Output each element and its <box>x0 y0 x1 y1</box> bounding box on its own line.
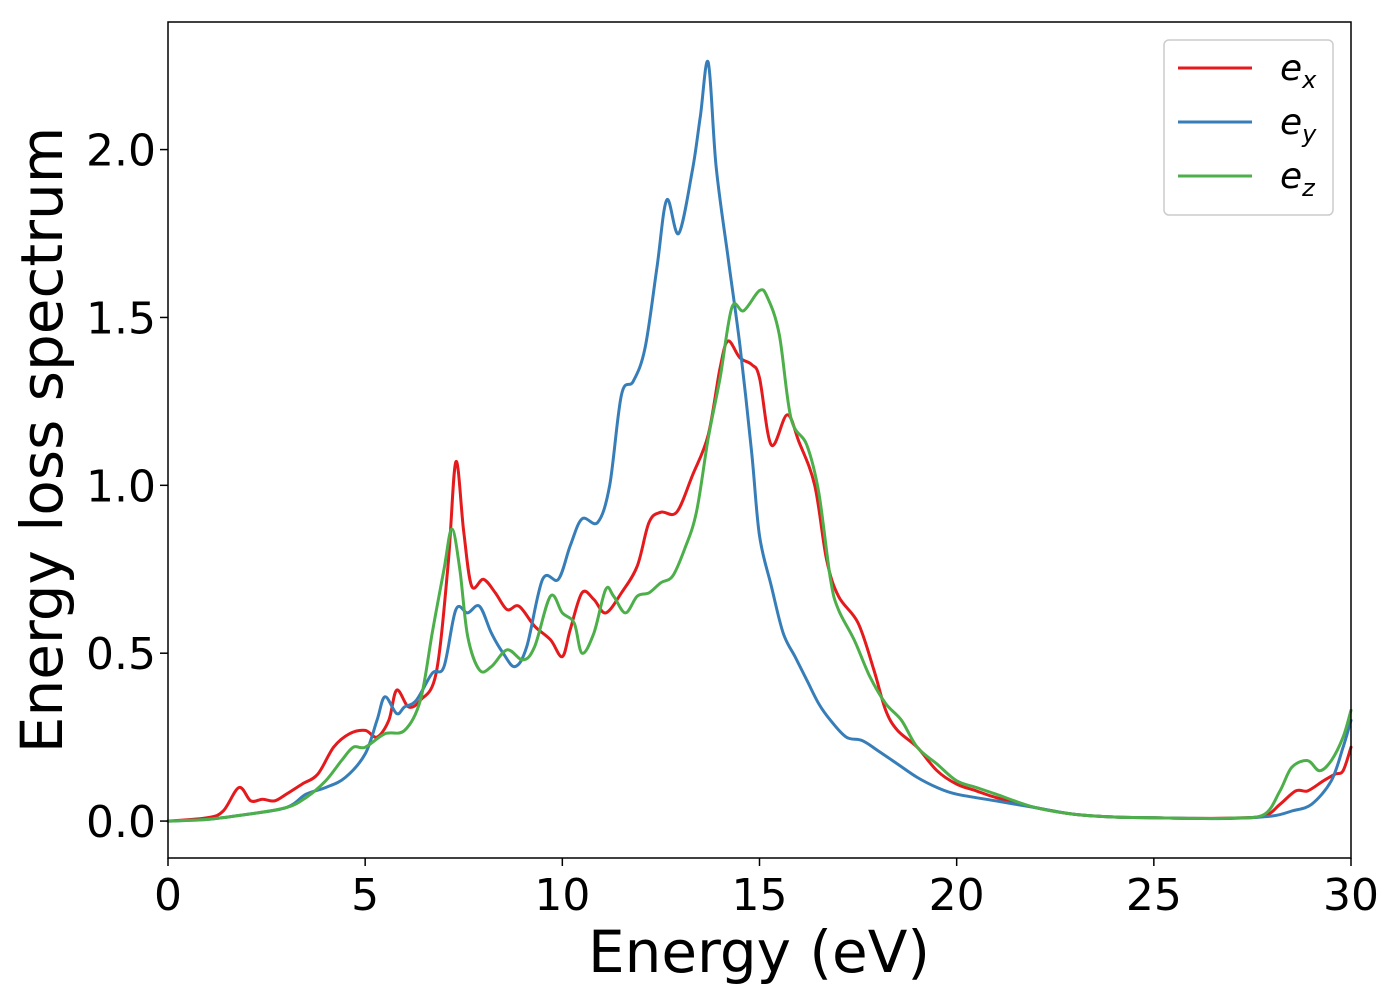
y-tick-label: 0.0 <box>86 797 156 848</box>
y-axis-ticks: 0.0 0.5 1.0 1.5 2.0 <box>86 126 168 848</box>
x-tick-label: 5 <box>351 870 379 921</box>
legend-label-ey: ey <box>1280 102 1317 148</box>
y-tick-label: 0.5 <box>86 629 156 680</box>
y-axis-label: Energy loss spectrum <box>8 127 76 753</box>
x-tick-label: 30 <box>1323 870 1379 921</box>
legend-box <box>1163 39 1334 216</box>
plot-frame <box>167 21 1352 859</box>
x-axis-ticks: 0 5 10 15 20 25 30 <box>154 858 1379 921</box>
x-tick-label: 15 <box>732 870 788 921</box>
series-layer <box>166 59 1353 823</box>
legend-label-ex: ex <box>1280 48 1317 94</box>
legend-label-ez: ez <box>1280 156 1316 202</box>
x-tick-label: 25 <box>1126 870 1182 921</box>
y-tick-label: 1.5 <box>86 293 156 344</box>
series-line-ey <box>166 59 1353 823</box>
series-line-ez <box>166 288 1353 823</box>
x-tick-label: 0 <box>154 870 182 921</box>
y-tick-label: 1.0 <box>86 461 156 512</box>
y-tick-label: 2.0 <box>86 126 156 177</box>
legend: ex ey ez <box>1163 39 1334 216</box>
x-tick-label: 10 <box>534 870 590 921</box>
x-axis-label: Energy (eV) <box>588 918 930 986</box>
plot-background <box>168 22 1351 858</box>
x-tick-label: 20 <box>929 870 985 921</box>
